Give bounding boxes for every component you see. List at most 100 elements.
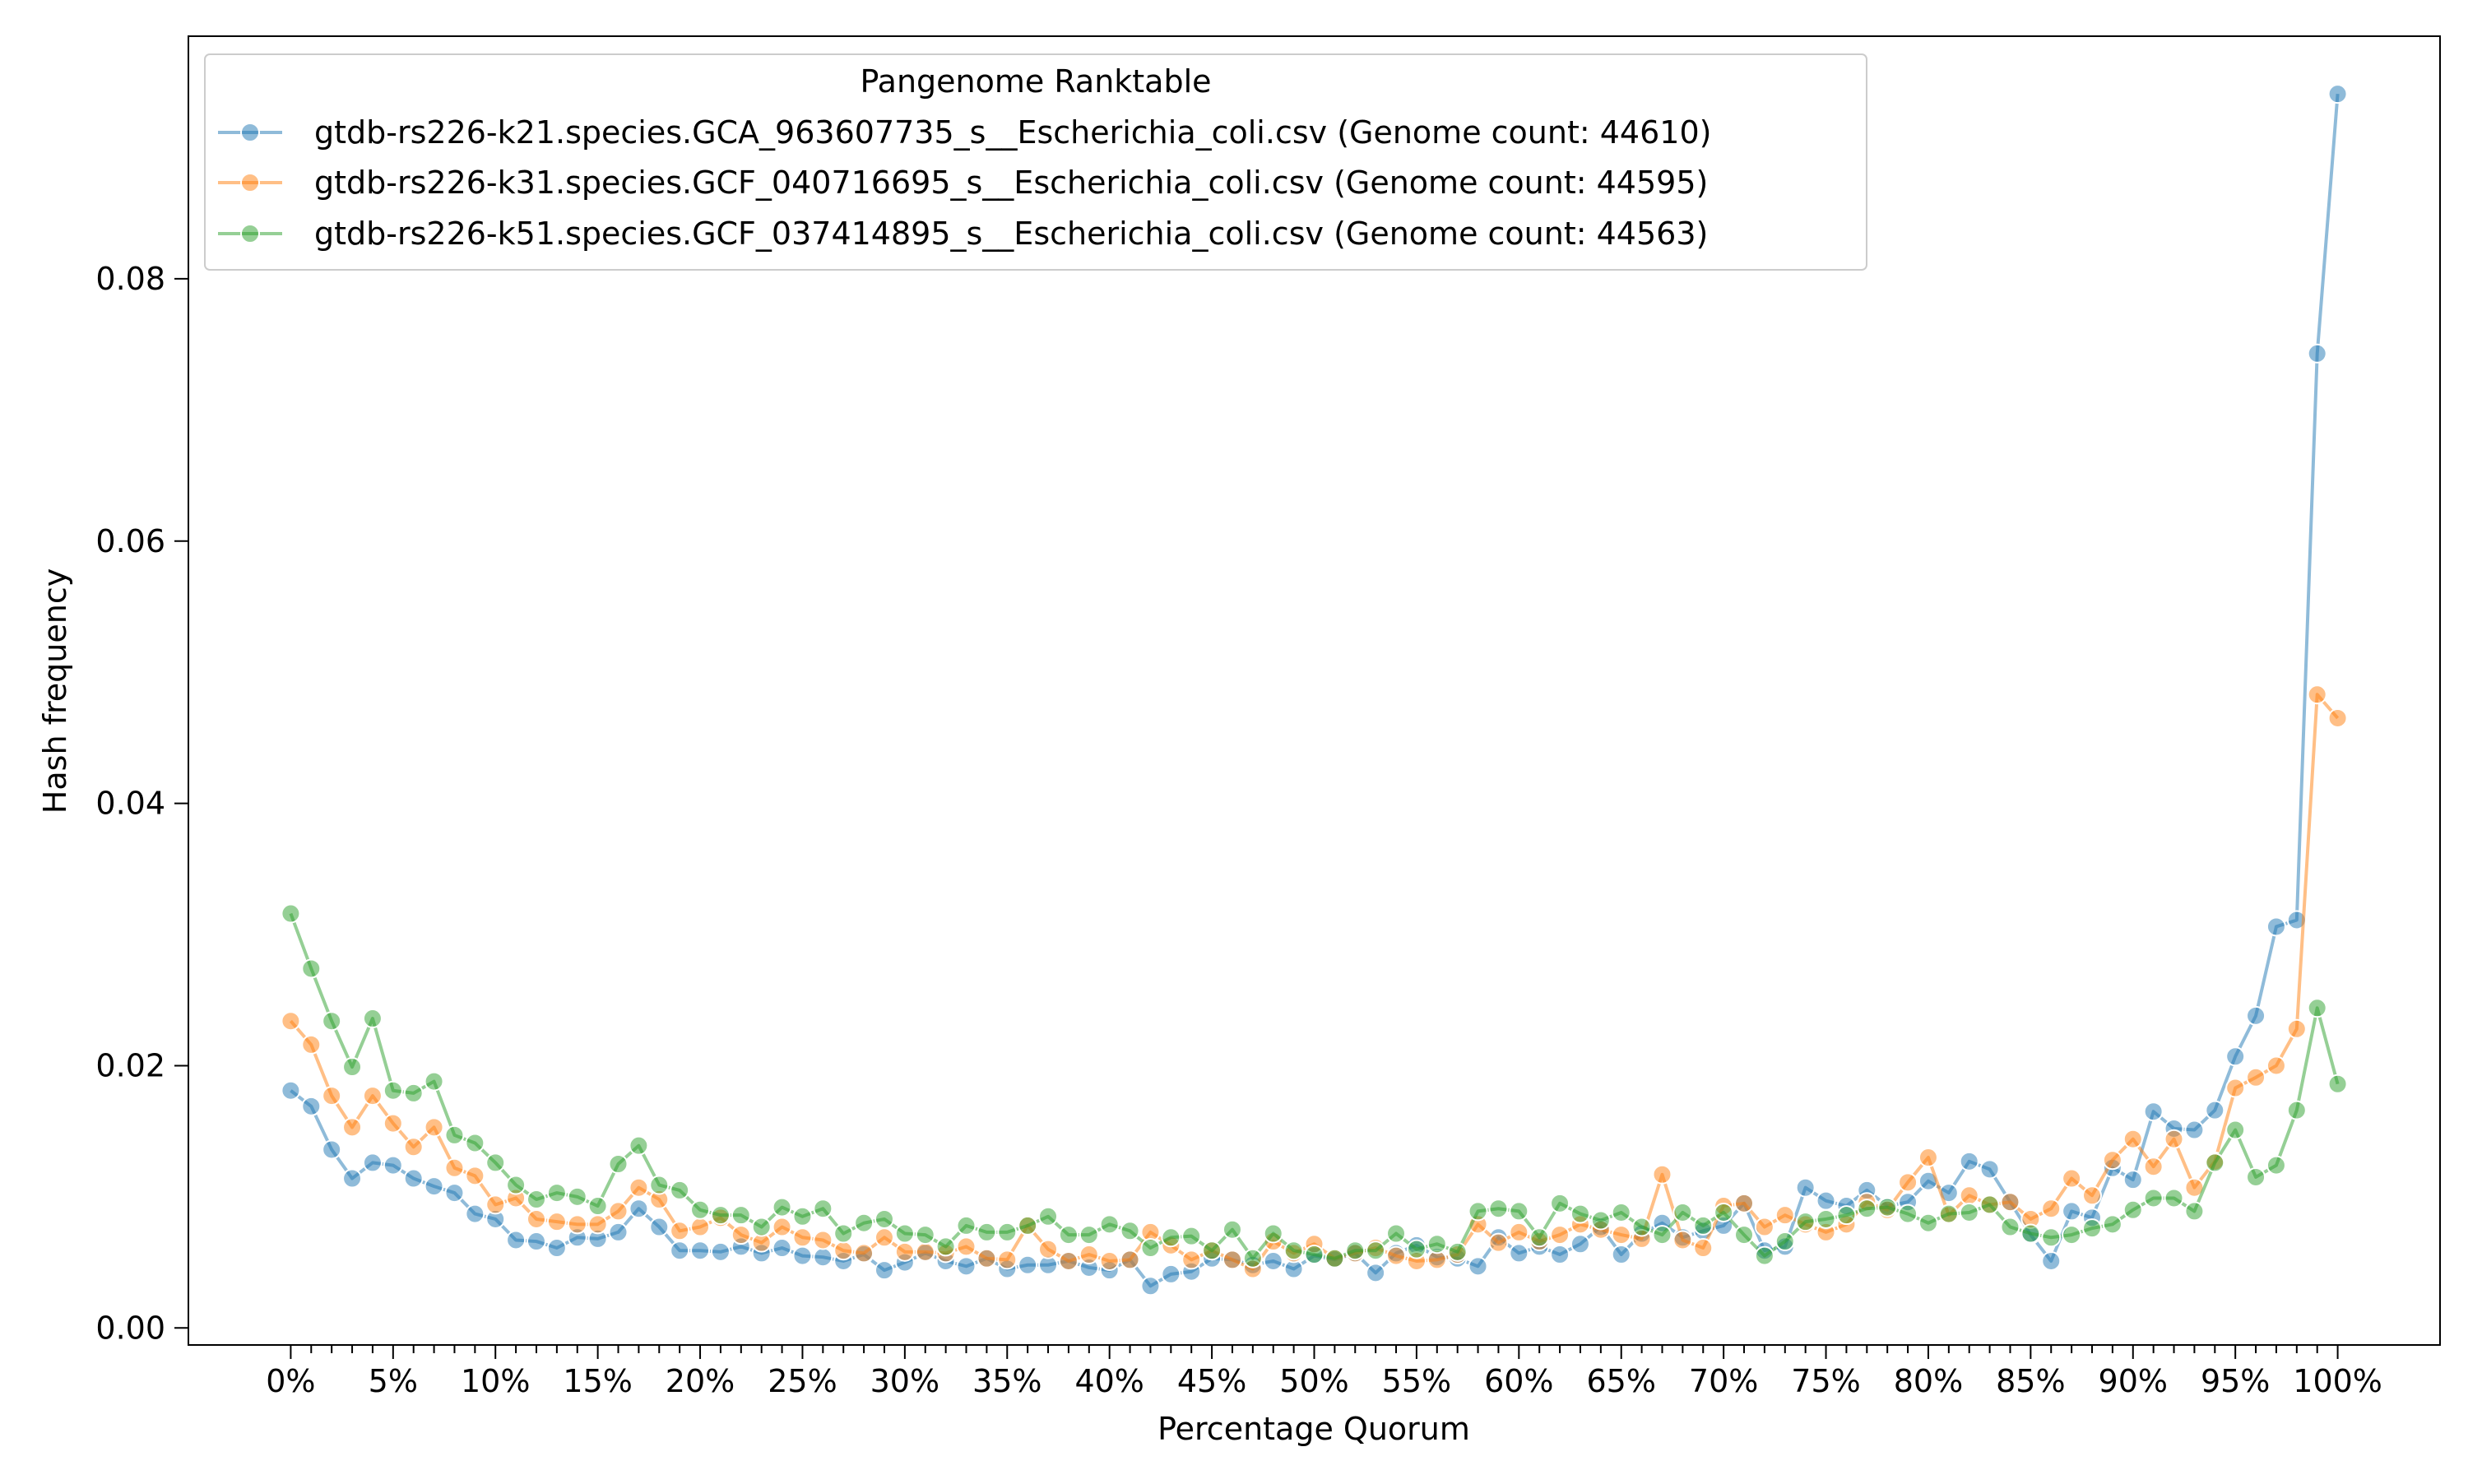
legend-title: Pangenome Ranktable bbox=[860, 63, 1211, 100]
data-point-k31 bbox=[894, 1241, 915, 1262]
data-point-k51 bbox=[1857, 1199, 1877, 1219]
data-point-k31 bbox=[485, 1194, 506, 1215]
data-point-k51 bbox=[1795, 1212, 1816, 1232]
data-point-k21 bbox=[1263, 1250, 1283, 1271]
data-point-k21 bbox=[1140, 1276, 1161, 1296]
data-point-k31 bbox=[2041, 1199, 2062, 1219]
x-tick-label: 60% bbox=[1484, 1363, 1553, 1399]
data-point-k51 bbox=[1631, 1217, 1652, 1237]
data-point-k31 bbox=[915, 1241, 935, 1262]
legend-entry-k31: gtdb-rs226-k31.species.GCF_040716695_s__… bbox=[218, 165, 1708, 201]
data-point-k51 bbox=[1898, 1203, 1918, 1224]
data-point-k31 bbox=[670, 1221, 690, 1241]
data-point-k31 bbox=[2082, 1185, 2103, 1206]
data-point-k21 bbox=[2062, 1201, 2082, 1222]
data-point-k21 bbox=[2041, 1250, 2062, 1271]
data-point-k51 bbox=[2143, 1188, 2164, 1208]
y-tick-label: 0.00 bbox=[95, 1310, 165, 1346]
data-point-k31 bbox=[1509, 1222, 1529, 1242]
data-point-k31 bbox=[813, 1230, 833, 1250]
data-point-k21 bbox=[874, 1260, 894, 1281]
data-point-k51 bbox=[1979, 1194, 2000, 1215]
data-point-k51 bbox=[1406, 1239, 1427, 1259]
data-point-k31 bbox=[690, 1217, 711, 1237]
data-point-k51 bbox=[1570, 1203, 1590, 1224]
data-point-k51 bbox=[1304, 1245, 1324, 1265]
data-point-k21 bbox=[670, 1241, 690, 1261]
legend-label-k51: gtdb-rs226-k51.species.GCF_037414895_s__… bbox=[314, 216, 1708, 252]
x-tick-label: 25% bbox=[768, 1363, 837, 1399]
data-point-k21 bbox=[342, 1168, 363, 1189]
data-point-k21 bbox=[2143, 1101, 2164, 1122]
data-point-k31 bbox=[383, 1113, 403, 1134]
data-point-k31 bbox=[1058, 1250, 1079, 1271]
data-point-k51 bbox=[1447, 1241, 1468, 1262]
data-point-k51 bbox=[546, 1183, 567, 1203]
data-point-k21 bbox=[1468, 1256, 1488, 1277]
data-point-k31 bbox=[2327, 707, 2348, 728]
data-point-k51 bbox=[2020, 1223, 2041, 1244]
data-point-k21 bbox=[1816, 1190, 1836, 1211]
data-point-k31 bbox=[956, 1236, 977, 1257]
data-point-k21 bbox=[772, 1238, 792, 1259]
data-point-k51 bbox=[1263, 1223, 1283, 1244]
x-tick-label: 10% bbox=[461, 1363, 530, 1399]
data-point-k51 bbox=[2184, 1201, 2205, 1222]
data-point-k51 bbox=[587, 1196, 608, 1217]
x-tick-label: 55% bbox=[1382, 1363, 1451, 1399]
x-tick-label: 15% bbox=[563, 1363, 632, 1399]
data-point-k21 bbox=[2327, 84, 2348, 104]
data-point-k51 bbox=[1918, 1213, 1938, 1233]
legend-marker-k31 bbox=[240, 173, 260, 192]
series-layer bbox=[281, 84, 2348, 1296]
data-point-k31 bbox=[2246, 1067, 2266, 1087]
data-point-k51 bbox=[1202, 1241, 1222, 1261]
data-point-k31 bbox=[629, 1177, 649, 1198]
data-point-k51 bbox=[1754, 1245, 1774, 1266]
data-point-k21 bbox=[403, 1168, 424, 1189]
data-point-k51 bbox=[670, 1180, 690, 1200]
x-tick-label: 40% bbox=[1074, 1363, 1144, 1399]
data-point-k31 bbox=[608, 1201, 629, 1222]
data-point-k51 bbox=[2225, 1120, 2246, 1140]
data-point-k51 bbox=[854, 1213, 874, 1233]
data-point-k51 bbox=[1222, 1219, 1242, 1240]
data-point-k31 bbox=[342, 1117, 363, 1138]
data-point-k51 bbox=[1366, 1241, 1386, 1261]
data-point-k21 bbox=[1979, 1159, 2000, 1180]
data-point-k31 bbox=[2307, 684, 2327, 705]
data-point-k21 bbox=[2122, 1170, 2143, 1190]
x-tick-label: 20% bbox=[666, 1363, 735, 1399]
data-point-k31 bbox=[1774, 1205, 1795, 1226]
data-point-k21 bbox=[281, 1080, 301, 1101]
data-point-k21 bbox=[546, 1238, 567, 1259]
x-axis-label: Percentage Quorum bbox=[1157, 1411, 1470, 1447]
x-tick-label: 85% bbox=[1996, 1363, 2065, 1399]
data-point-k51 bbox=[1734, 1225, 1755, 1245]
data-point-k51 bbox=[2082, 1218, 2103, 1239]
data-point-k51 bbox=[1488, 1199, 1509, 1219]
data-point-k21 bbox=[2286, 910, 2307, 930]
data-point-k51 bbox=[1283, 1241, 1304, 1261]
data-point-k31 bbox=[444, 1157, 465, 1178]
x-tick-label: 45% bbox=[1177, 1363, 1246, 1399]
data-point-k51 bbox=[1590, 1210, 1611, 1231]
x-tick-label: 90% bbox=[2099, 1363, 2168, 1399]
x-tick-label: 50% bbox=[1279, 1363, 1348, 1399]
data-point-k51 bbox=[2102, 1214, 2122, 1235]
data-point-k51 bbox=[1938, 1203, 1959, 1224]
data-point-k21 bbox=[710, 1241, 731, 1262]
data-point-k21 bbox=[1550, 1245, 1570, 1265]
data-point-k51 bbox=[2164, 1188, 2184, 1208]
data-point-k51 bbox=[1018, 1215, 1038, 1236]
data-point-k51 bbox=[649, 1175, 670, 1195]
data-point-k31 bbox=[1099, 1250, 1120, 1271]
data-point-k21 bbox=[506, 1230, 527, 1250]
data-point-k31 bbox=[2122, 1129, 2143, 1149]
data-point-k31 bbox=[1734, 1193, 1755, 1213]
data-point-k21 bbox=[792, 1245, 813, 1266]
data-point-k21 bbox=[2225, 1046, 2246, 1067]
data-point-k51 bbox=[1529, 1227, 1550, 1248]
data-point-k51 bbox=[1468, 1201, 1488, 1222]
data-point-k31 bbox=[1079, 1245, 1099, 1265]
